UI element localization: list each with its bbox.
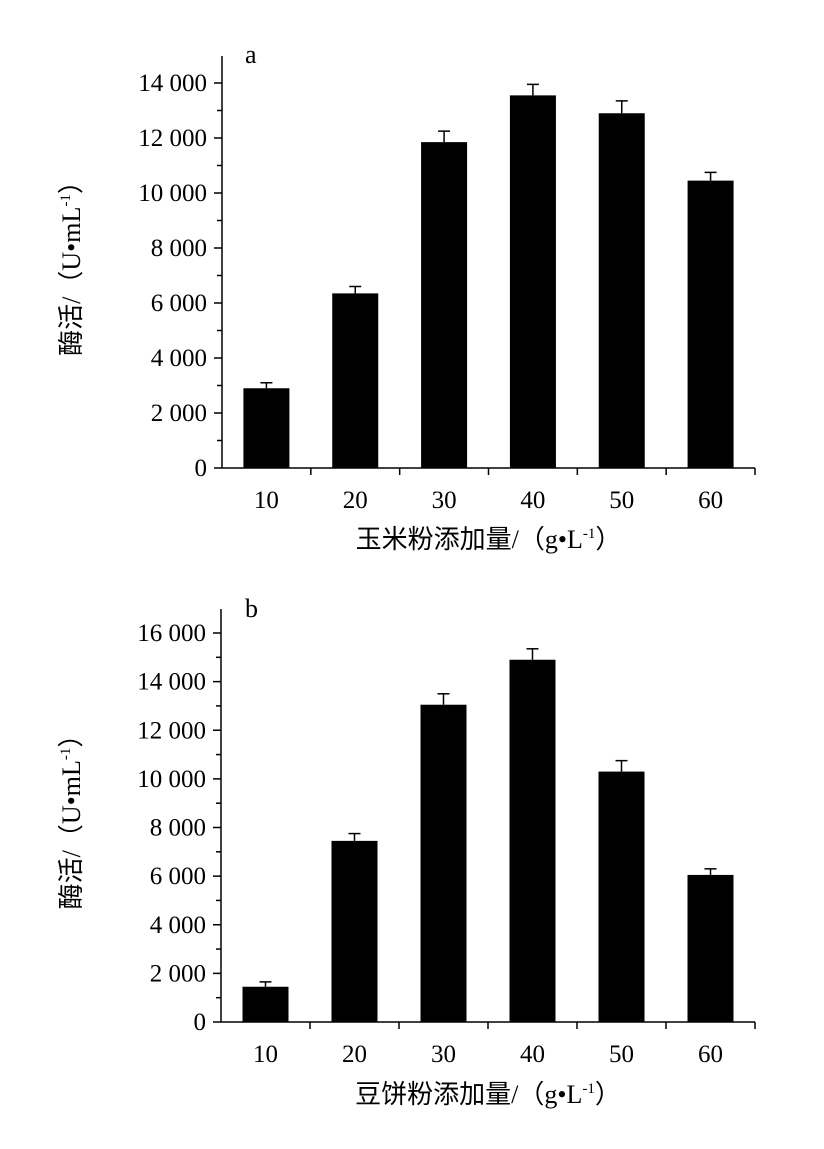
chart-panel-b: 0 2 000 4 000 6 000 8 000 10 000 12 000 14 000 1…: [57, 594, 756, 1109]
x-tick-label: 50: [609, 487, 634, 514]
bar: [509, 659, 556, 1022]
x-axis-title-sup: -1: [583, 526, 596, 542]
bar: [509, 95, 556, 468]
bar: [421, 142, 468, 468]
x-tick-label: 50: [609, 1041, 634, 1068]
y-axis-title-main: 酶活/（U•mL: [57, 207, 86, 356]
y-tick-label: 8 000: [151, 235, 207, 262]
y-tick-label: 6 000: [150, 863, 206, 890]
y-tick-label: 4 000: [150, 912, 206, 939]
x-tick-label: 20: [343, 487, 368, 514]
y-tick-label: 14 000: [137, 669, 206, 696]
x-axis-title-main: 豆饼粉添加量/（g•L: [355, 1080, 582, 1109]
y-tick-label: 10 000: [138, 180, 207, 207]
y-axis-title: 酶活/（U•mL-1）: [57, 722, 86, 910]
y-axis-title-sup: -1: [58, 194, 74, 207]
bar: [420, 704, 467, 1022]
y-tick-label: 12 000: [138, 125, 207, 152]
x-tick-label: 20: [342, 1041, 367, 1068]
y-tick-label: 10 000: [137, 766, 206, 793]
bar: [331, 840, 378, 1022]
bar: [687, 180, 734, 468]
bar: [242, 986, 289, 1022]
x-tick-label: 60: [698, 487, 723, 514]
x-axis-title-main: 玉米粉添加量/（g•L: [356, 525, 583, 554]
x-axis-title-tail: ）: [595, 1080, 621, 1109]
x-tick-label: 30: [432, 487, 457, 514]
bar: [598, 113, 645, 468]
bar: [598, 771, 645, 1022]
y-tick-label: 2 000: [151, 400, 207, 427]
y-tick-label: 2 000: [150, 960, 206, 987]
y-axis-title-main: 酶活/（U•mL: [57, 760, 86, 909]
bar: [687, 874, 734, 1022]
x-tick-label: 10: [253, 1041, 278, 1068]
x-tick-label: 60: [698, 1041, 723, 1068]
x-tick-label: 30: [431, 1041, 456, 1068]
bar: [332, 293, 379, 468]
chart-panel-a: 0 2 000 4 000 6 000 8 000 10 000 12 000 14 000 1…: [57, 40, 756, 554]
x-axis-title: 豆饼粉添加量/（g•L-1）: [355, 1080, 621, 1109]
y-axis-title: 酶活/（U•mL-1）: [57, 168, 86, 356]
y-axis-title-sup: -1: [58, 748, 74, 761]
y-axis-title-tail: ）: [57, 168, 86, 194]
panel-label: b: [245, 594, 258, 623]
y-tick-label: 12 000: [137, 717, 206, 744]
panel-label: a: [245, 40, 257, 69]
y-tick-label: 0: [195, 455, 208, 482]
x-axis-title-tail: ）: [595, 525, 621, 554]
y-tick-label: 0: [194, 1009, 207, 1036]
y-tick-label: 16 000: [137, 620, 206, 647]
y-tick-label: 14 000: [138, 70, 207, 97]
y-tick-label: 6 000: [151, 290, 207, 317]
x-tick-label: 40: [520, 487, 545, 514]
bar: [243, 388, 290, 468]
x-tick-label: 10: [254, 487, 279, 514]
y-tick-label: 4 000: [151, 345, 207, 372]
x-tick-label: 40: [520, 1041, 545, 1068]
x-axis-title: 玉米粉添加量/（g•L-1）: [356, 525, 622, 554]
y-axis-title-tail: ）: [57, 722, 86, 748]
y-tick-label: 8 000: [150, 815, 206, 842]
x-axis-title-sup: -1: [582, 1081, 595, 1097]
